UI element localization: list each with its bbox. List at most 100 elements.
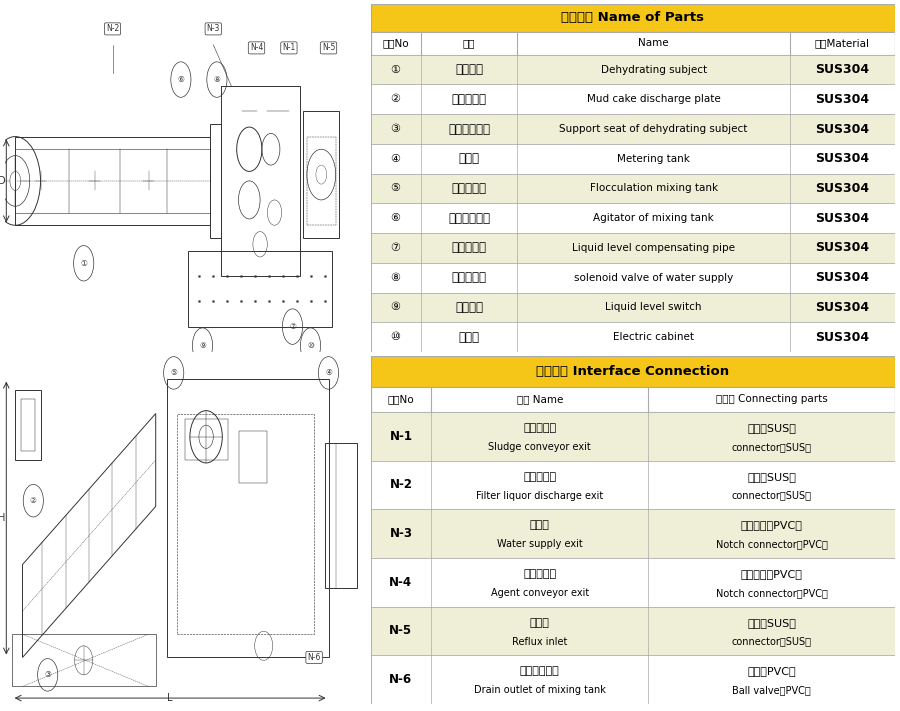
Text: 名称: 名称 [463,38,475,48]
Text: 部件名称 Name of Parts: 部件名称 Name of Parts [562,11,704,24]
Text: ⑧: ⑧ [213,75,220,84]
Text: ⑥: ⑥ [391,213,401,223]
Text: ⑦: ⑦ [289,322,296,331]
Text: 凹口接口（PVC）: 凹口接口（PVC） [741,569,803,579]
Text: Metering tank: Metering tank [617,154,690,164]
Text: ⑥: ⑥ [177,75,184,84]
Text: 编号No: 编号No [382,38,409,48]
Text: SUS304: SUS304 [815,182,869,195]
Text: Flocculation mixing tank: Flocculation mixing tank [590,183,717,193]
Bar [371,32,895,55]
Text: ⑩: ⑩ [307,341,314,350]
Bar [21,399,35,451]
Text: 污泥输送口: 污泥输送口 [523,423,556,433]
Text: 材质Material: 材质Material [814,38,869,48]
Text: solenoid valve of water supply: solenoid valve of water supply [574,272,734,283]
Text: SUS304: SUS304 [815,242,869,255]
Bar [371,263,895,292]
Text: SUS304: SUS304 [815,152,869,165]
Text: SUS304: SUS304 [815,331,869,343]
Text: SUS304: SUS304 [815,63,869,76]
Bar [371,292,895,322]
Text: 回流口: 回流口 [530,618,550,628]
Text: 接口（SUS）: 接口（SUS） [747,618,796,628]
Text: L: L [167,693,173,702]
Text: ⑤: ⑤ [391,183,401,193]
Text: 接口（SUS）: 接口（SUS） [747,471,796,481]
Bar [184,419,228,460]
Text: N-1: N-1 [390,429,412,443]
Text: 滤液排出口: 滤液排出口 [523,471,556,481]
Text: ①: ① [391,65,401,75]
Text: 液位调整管: 液位调整管 [452,242,487,255]
Bar [238,431,267,483]
Text: 液位开关: 液位开关 [455,301,483,314]
Text: Liquid level switch: Liquid level switch [606,302,702,312]
Text: H: H [0,513,5,523]
Text: 泥饼排出板: 泥饼排出板 [452,93,487,106]
Text: SUS304: SUS304 [815,271,869,284]
Text: Name: Name [638,38,669,48]
Text: Notch connector（PVC）: Notch connector（PVC） [716,539,827,550]
Text: connector（SUS）: connector（SUS） [732,491,812,501]
Text: 连接部 Connecting parts: 连接部 Connecting parts [716,395,827,405]
Bar [371,356,895,387]
Text: 球阀（PVC）: 球阀（PVC） [747,666,796,676]
Text: 混合槽搅拌机: 混合槽搅拌机 [448,212,490,225]
Text: connector（SUS）: connector（SUS） [732,442,812,452]
Bar [371,322,895,352]
Bar [371,656,895,704]
Text: ⑨: ⑨ [199,341,206,350]
Bar [166,379,328,658]
Bar [303,111,339,238]
Bar [371,144,895,173]
Text: 凹口接口（PVC）: 凹口接口（PVC） [741,520,803,530]
Text: SUS304: SUS304 [815,93,869,106]
Text: Mud cake discharge plate: Mud cake discharge plate [587,95,721,105]
Text: 计量槽: 计量槽 [458,152,480,165]
Text: ③: ③ [391,124,401,134]
Text: Electric cabinet: Electric cabinet [613,332,694,342]
Text: N-5: N-5 [390,624,412,637]
Text: Drain outlet of mixing tank: Drain outlet of mixing tank [473,685,606,695]
Text: N-2: N-2 [106,24,119,33]
Text: 接口连接 Interface Connection: 接口连接 Interface Connection [536,365,729,378]
Text: Agent conveyor exit: Agent conveyor exit [491,588,589,598]
Text: connector（SUS）: connector（SUS） [732,636,812,646]
Bar [371,203,895,233]
Bar [188,250,332,326]
Text: N-4: N-4 [390,576,412,589]
Text: N-5: N-5 [322,43,335,53]
Text: ⑤: ⑤ [170,368,177,378]
Text: Water supply exit: Water supply exit [497,539,582,550]
Bar [371,387,895,412]
Text: Liquid level compensating pipe: Liquid level compensating pipe [572,243,735,253]
Text: ⑦: ⑦ [391,243,401,253]
Text: 药液输送口: 药液输送口 [523,569,556,579]
Text: SUS304: SUS304 [815,301,869,314]
Text: SUS304: SUS304 [815,122,869,136]
Text: SUS304: SUS304 [815,212,869,225]
Text: N-6: N-6 [308,653,320,662]
Text: N-4: N-4 [250,43,263,53]
Text: Support seat of dehydrating subject: Support seat of dehydrating subject [560,124,748,134]
Bar [371,4,895,32]
Text: Sludge conveyor exit: Sludge conveyor exit [489,442,591,452]
Bar [371,509,895,558]
Text: 脱水主体底座: 脱水主体底座 [448,122,490,136]
Text: ⑩: ⑩ [391,332,401,342]
Text: ⑧: ⑧ [391,272,401,283]
Text: ②: ② [30,496,37,505]
Text: ④: ④ [325,368,332,378]
Text: Filter liquor discharge exit: Filter liquor discharge exit [476,491,603,501]
Text: Agitator of mixing tank: Agitator of mixing tank [593,213,714,223]
Text: Ball valve（PVC）: Ball valve（PVC） [732,685,811,695]
Bar [15,390,40,460]
Text: 供水口: 供水口 [530,520,550,530]
Text: 电控柜: 电控柜 [458,331,480,343]
Bar [220,86,300,276]
Bar [371,233,895,263]
Text: 接口（SUS）: 接口（SUS） [747,423,796,433]
Text: ①: ① [80,259,87,268]
Text: 供水电磁阀: 供水电磁阀 [452,271,487,284]
